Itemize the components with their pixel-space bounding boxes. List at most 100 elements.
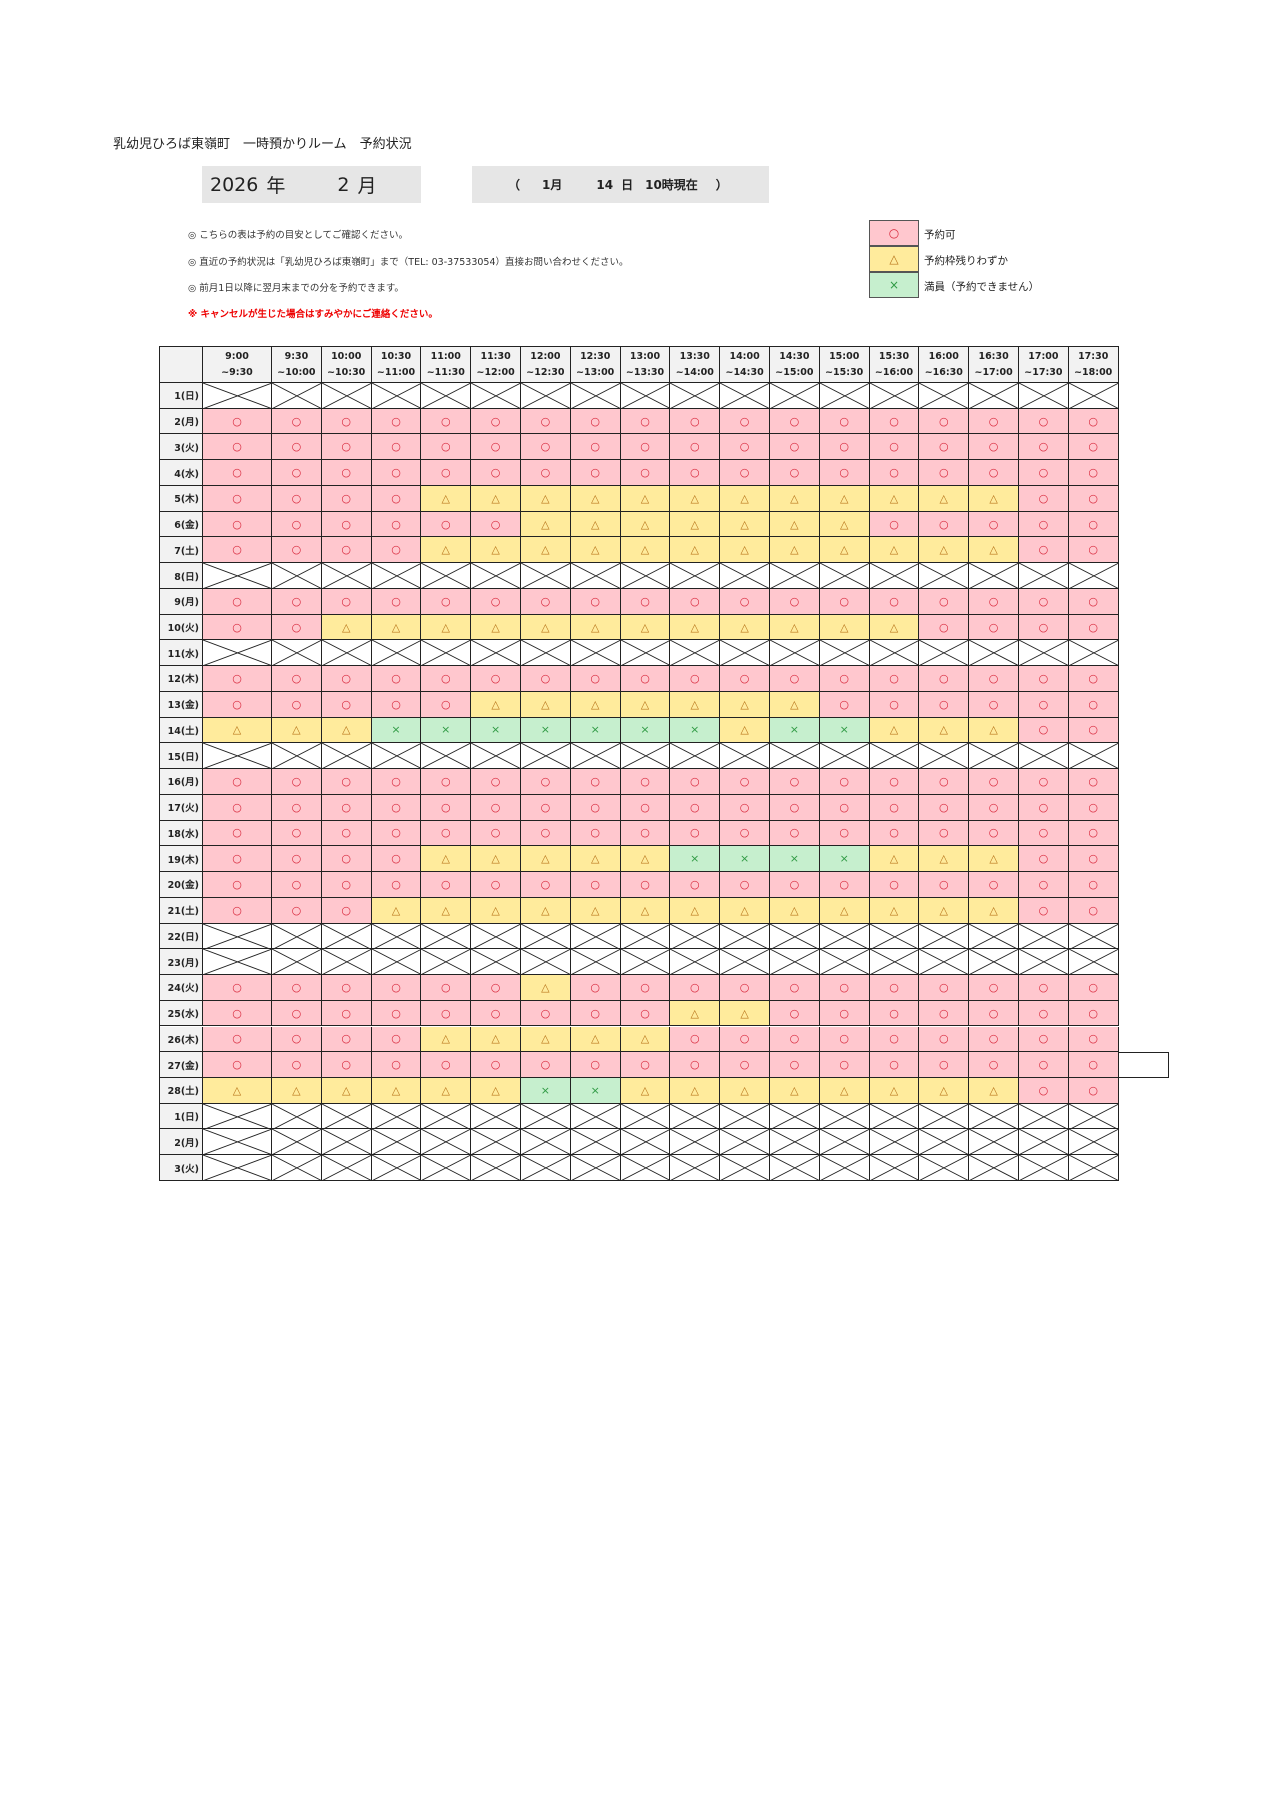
slot-cell-available: ○	[720, 1026, 770, 1053]
closed-slot-cell	[471, 383, 521, 409]
slot-cell-available: ○	[770, 434, 820, 461]
cross-out-icon	[720, 923, 770, 950]
slot-end: ~15:00	[775, 366, 814, 378]
cross-out-icon	[869, 383, 920, 409]
cross-out-icon	[570, 383, 621, 409]
slot-cell-available: ○	[272, 769, 322, 795]
slot-cell-available: ○	[521, 1052, 571, 1078]
closed-slot-cell	[272, 640, 322, 667]
slot-cell-available: ○	[620, 460, 671, 486]
slot-cell-available: ○	[421, 769, 472, 795]
slot-cell-available: ○	[203, 897, 272, 924]
slot-cell-available: ○	[272, 975, 322, 1001]
slot-cell-available: ○	[321, 485, 372, 512]
day-label: 14(土)	[160, 717, 203, 744]
slot-cell-available: ○	[272, 511, 322, 538]
closed-slot-cell	[1019, 1129, 1069, 1156]
slot-cell-few-left: △	[819, 511, 870, 538]
cross-out-icon	[203, 923, 272, 950]
slot-cell-available: ○	[1068, 846, 1119, 873]
slot-cell-few-left: △	[471, 1026, 521, 1053]
slot-cell-available: ○	[869, 408, 920, 435]
slot-cell-full: ×	[620, 717, 671, 744]
cross-out-icon	[620, 949, 671, 975]
paren-open: （	[508, 178, 521, 192]
day-label: 8(日)	[160, 563, 203, 589]
as-of-display: （ 1月 14 日 10時現在 ）	[472, 166, 769, 203]
cross-out-icon	[969, 1155, 1019, 1181]
slot-end: ~12:30	[526, 366, 565, 378]
slot-cell-few-left: △	[869, 1077, 920, 1104]
closed-slot-cell	[471, 923, 521, 950]
cross-out-icon	[720, 1129, 770, 1156]
closed-slot-cell	[819, 383, 870, 409]
slot-cell-available: ○	[321, 537, 372, 564]
slot-cell-few-left: △	[919, 897, 970, 924]
closed-slot-cell	[471, 1103, 521, 1130]
cross-out-icon	[919, 923, 970, 950]
slot-cell-full: ×	[521, 1077, 571, 1104]
cross-out-icon	[1019, 563, 1069, 589]
cross-out-icon	[570, 1155, 621, 1181]
time-slot-header: 16:30 ~17:00	[969, 347, 1019, 383]
cross-out-icon	[321, 383, 372, 409]
slot-cell-few-left: △	[670, 485, 721, 512]
slot-cell-few-left: △	[670, 1077, 721, 1104]
slot-start: 13:00	[629, 350, 661, 362]
slot-start: 15:30	[878, 350, 910, 362]
slot-cell-available: ○	[421, 820, 472, 847]
cross-out-icon	[969, 563, 1019, 589]
slot-cell-available: ○	[1068, 434, 1119, 461]
slot-cell-available: ○	[371, 588, 422, 615]
closed-slot-cell	[272, 1103, 322, 1130]
cross-out-icon	[321, 640, 372, 667]
day-label: 21(土)	[160, 897, 203, 924]
slot-cell-available: ○	[620, 1052, 671, 1078]
slot-cell-full: ×	[421, 717, 472, 744]
slot-cell-available: ○	[272, 1000, 322, 1027]
slot-cell-available: ○	[203, 666, 272, 692]
slot-cell-available: ○	[203, 691, 272, 718]
closed-slot-cell	[819, 1155, 870, 1181]
slot-cell-available: ○	[471, 1052, 521, 1078]
cross-out-icon	[521, 383, 571, 409]
slot-cell-full: ×	[819, 717, 870, 744]
slot-cell-few-left: △	[570, 691, 621, 718]
slot-cell-available: ○	[1019, 1077, 1069, 1104]
cross-out-icon	[421, 1155, 472, 1181]
time-slot-header: 17:30 ~18:00	[1068, 347, 1119, 383]
closed-slot-cell	[919, 640, 970, 667]
closed-slot-cell	[521, 383, 571, 409]
slot-cell-few-left: △	[570, 537, 621, 564]
cross-out-icon	[670, 1103, 721, 1130]
slot-cell-few-left: △	[869, 614, 920, 641]
cross-out-icon	[1019, 640, 1069, 667]
slot-cell-available: ○	[1068, 691, 1119, 718]
slot-cell-available: ○	[570, 588, 621, 615]
slot-cell-available: ○	[321, 666, 372, 692]
slot-cell-few-left: △	[521, 537, 571, 564]
cross-out-icon	[203, 743, 272, 770]
closed-slot-cell	[670, 563, 721, 589]
slot-cell-available: ○	[1068, 820, 1119, 847]
closed-slot-cell	[570, 383, 621, 409]
slot-cell-available: ○	[1068, 408, 1119, 435]
slot-cell-available: ○	[620, 794, 671, 821]
slot-cell-few-left: △	[471, 691, 521, 718]
cross-out-icon	[969, 743, 1019, 770]
cross-out-icon	[670, 1155, 721, 1181]
slot-cell-available: ○	[969, 872, 1019, 898]
slot-cell-few-left: △	[770, 485, 820, 512]
day-label: 1(日)	[160, 1103, 203, 1130]
time-slot-header: 14:30 ~15:00	[770, 347, 820, 383]
slot-cell-few-left: △	[471, 614, 521, 641]
slot-cell-available: ○	[521, 1000, 571, 1027]
cross-out-icon	[770, 949, 820, 975]
closed-slot-cell	[1019, 743, 1069, 770]
slot-cell-available: ○	[1019, 485, 1069, 512]
cross-out-icon	[819, 640, 870, 667]
slot-cell-available: ○	[919, 691, 970, 718]
slot-cell-available: ○	[1019, 769, 1069, 795]
closed-slot-cell	[1068, 1103, 1119, 1130]
slot-cell-available: ○	[471, 666, 521, 692]
